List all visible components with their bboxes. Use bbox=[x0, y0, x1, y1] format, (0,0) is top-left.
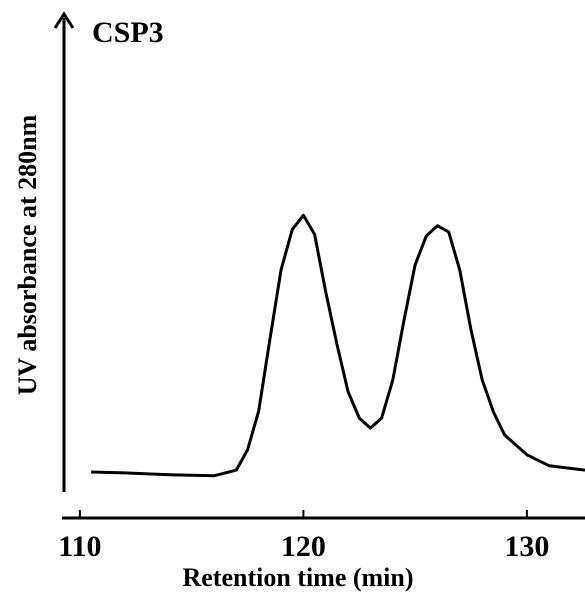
x-axis-label: Retention time (min) bbox=[182, 563, 413, 592]
x-tick-label: 120 bbox=[281, 530, 326, 563]
y-axis-arrow bbox=[53, 11, 75, 29]
x-tick-label: 130 bbox=[504, 530, 549, 563]
y-axis-label: UV absorbance at 280nm bbox=[13, 114, 42, 395]
x-tick-label: 110 bbox=[58, 530, 101, 563]
trace bbox=[91, 213, 585, 478]
chart-title: CSP3 bbox=[92, 16, 164, 49]
